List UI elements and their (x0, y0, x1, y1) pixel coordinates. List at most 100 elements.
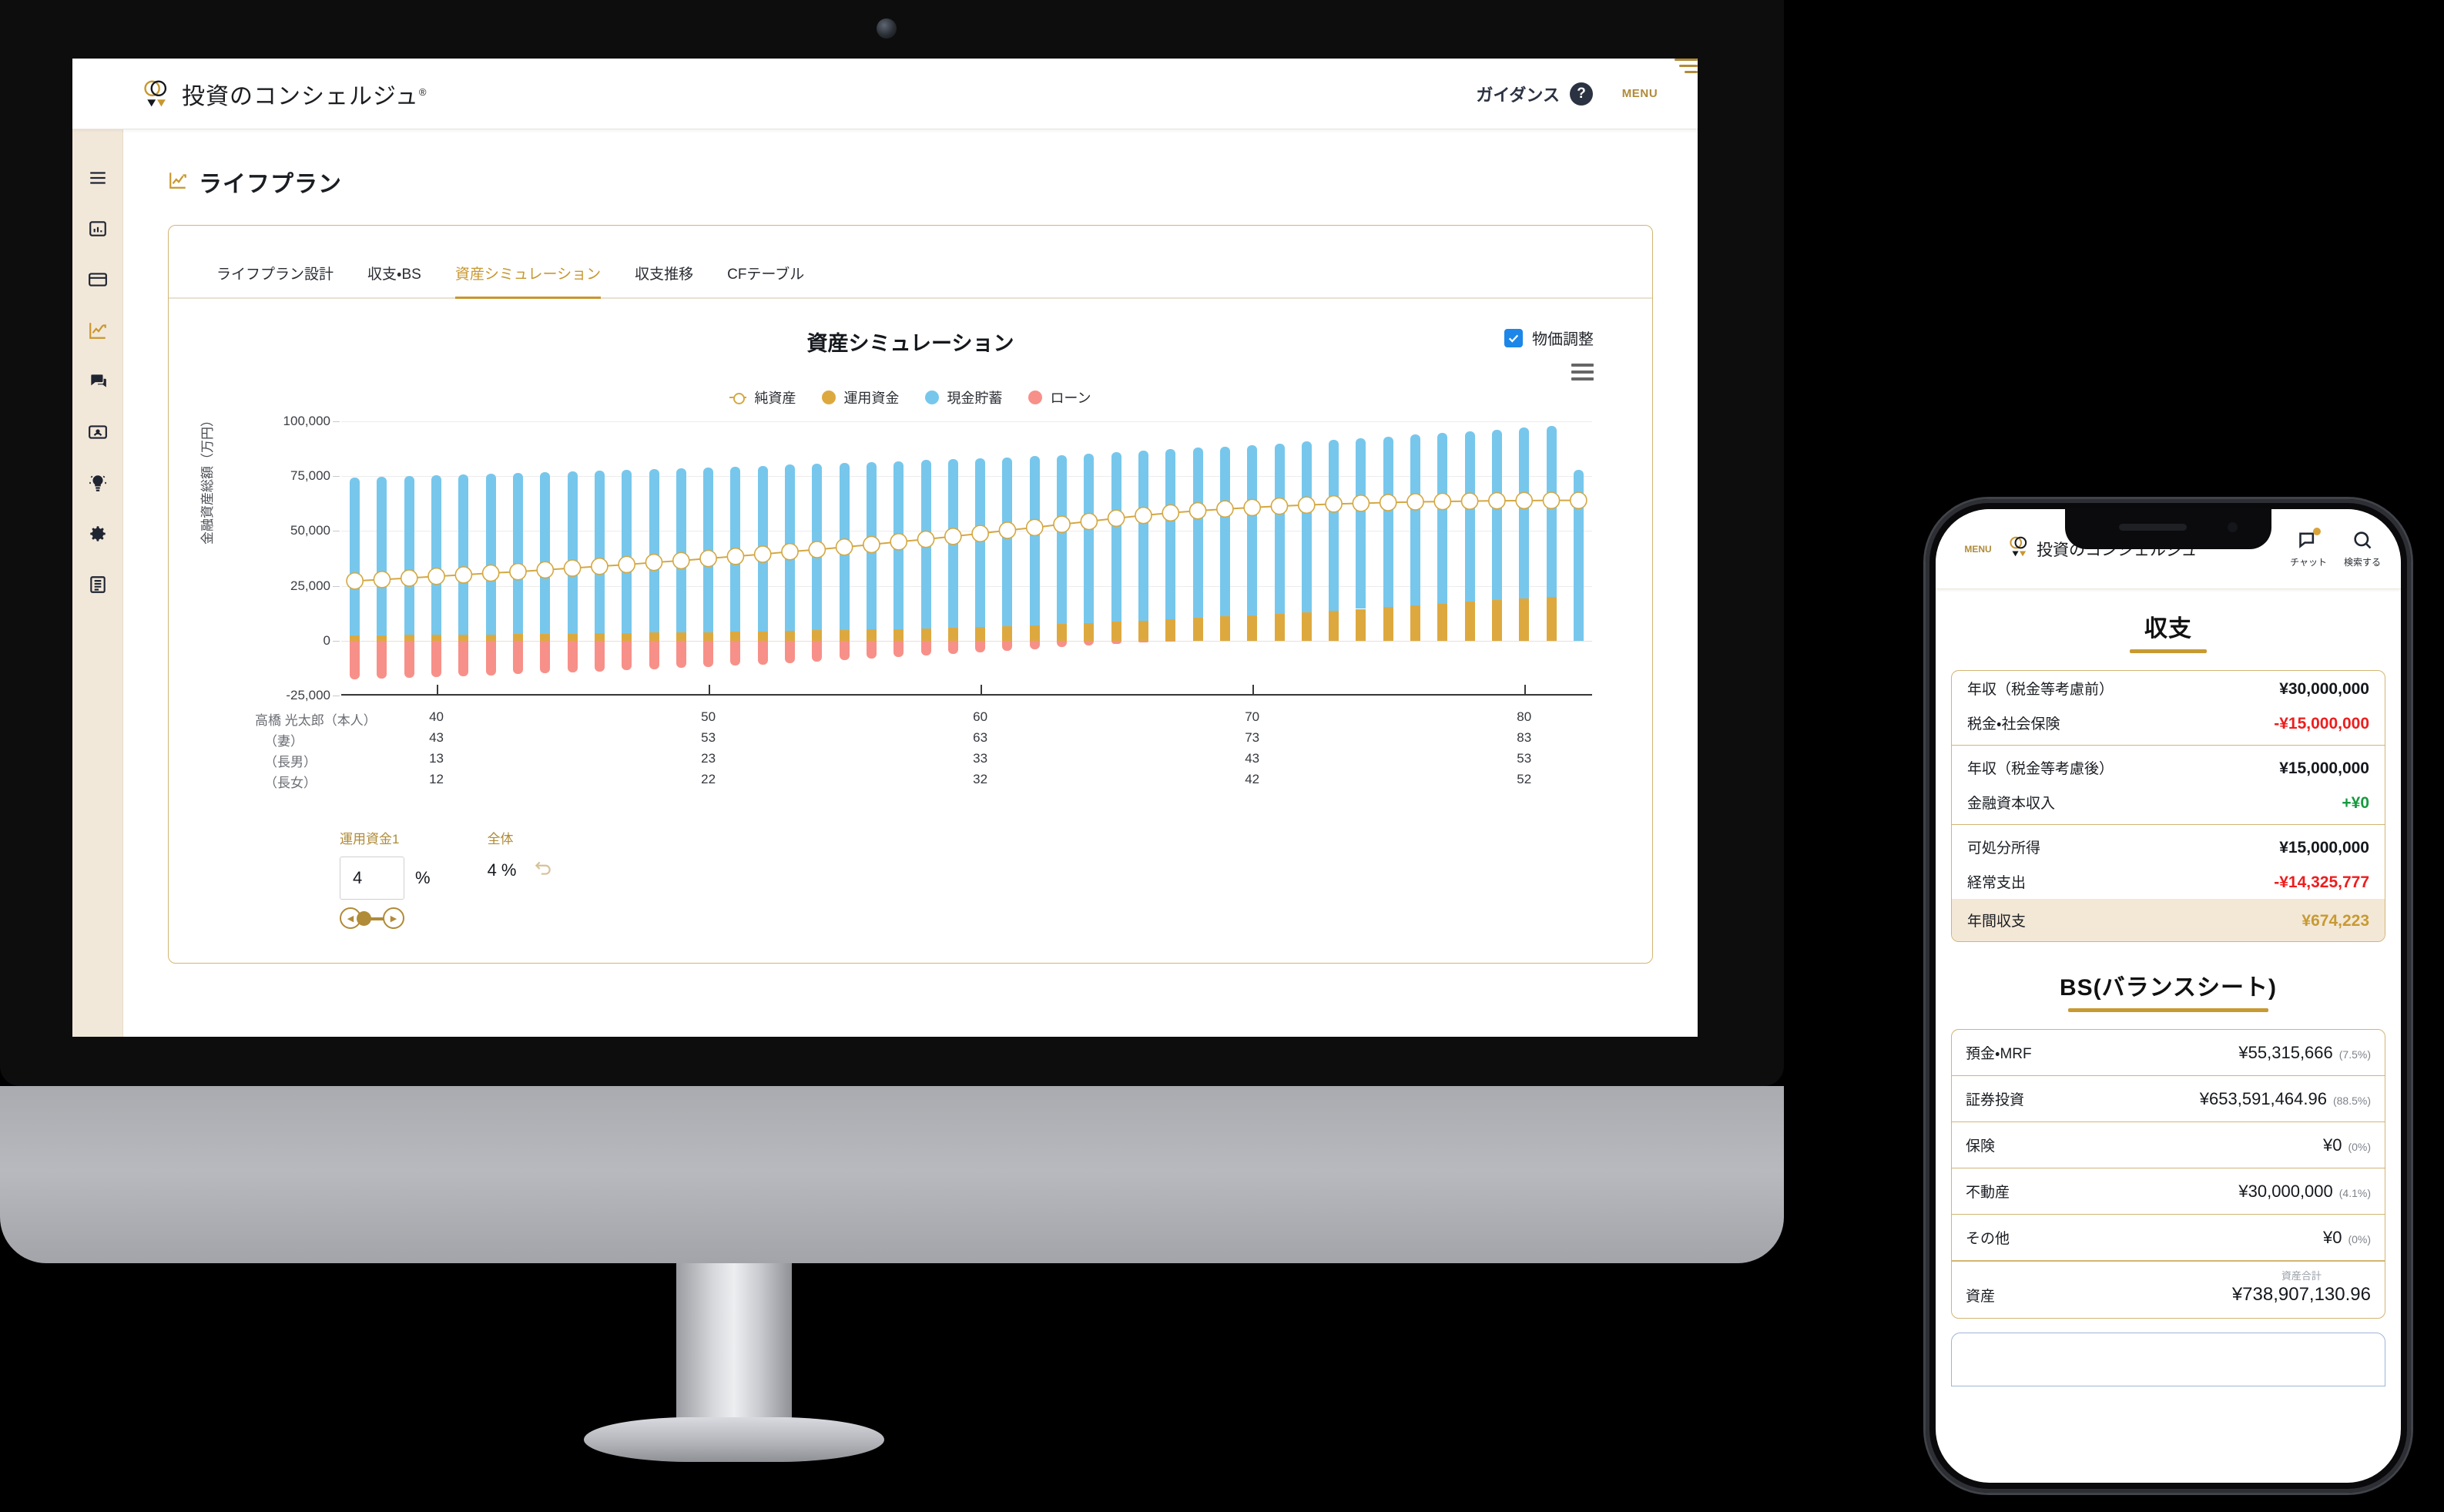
inflation-adjust-label: 物価調整 (1532, 331, 1594, 348)
table-row[interactable] (512, 421, 523, 696)
sidebar-item-settings[interactable] (85, 521, 111, 547)
bar-segment-investment (1057, 624, 1068, 641)
table-row[interactable] (812, 421, 823, 696)
chart-export-menu-icon[interactable] (1571, 364, 1594, 381)
gridline (341, 585, 1592, 587)
table-row[interactable] (1029, 421, 1040, 696)
table-row[interactable] (431, 421, 442, 696)
help-icon[interactable]: ? (1570, 82, 1593, 106)
age-value: 50 (701, 709, 716, 724)
undo-icon[interactable] (533, 858, 553, 882)
phone-search-label: 検索する (2343, 557, 2381, 568)
phone-search-button[interactable]: 検索する (2344, 529, 2381, 568)
guidance-button[interactable]: ガイダンス ? (1476, 82, 1593, 106)
table-row[interactable] (567, 421, 578, 696)
sidebar-item-documents[interactable] (85, 572, 111, 598)
sidebar-item-tips[interactable] (85, 470, 111, 496)
brand-logo[interactable]: 投資のコンシェルジュ® (142, 77, 427, 111)
sidebar-item-hamburger[interactable] (85, 165, 111, 191)
table-row[interactable] (1383, 421, 1393, 696)
table-row[interactable] (1111, 421, 1121, 696)
bs-row-value: ¥55,315,666 (2238, 1043, 2333, 1062)
legend-dot-icon (925, 391, 940, 404)
bs-row-percent: (4.1%) (2338, 1187, 2371, 1199)
slider-track[interactable] (350, 917, 394, 920)
table-row[interactable] (404, 421, 414, 696)
y-axis-tick-label: 75,000 (290, 468, 330, 484)
table-row[interactable] (947, 421, 958, 696)
table-row[interactable] (1573, 421, 1584, 696)
table-row[interactable] (540, 421, 551, 696)
sidebar-item-lifeplan[interactable] (85, 317, 111, 344)
table-row[interactable] (1519, 421, 1530, 696)
table-row[interactable] (1165, 421, 1176, 696)
table-row[interactable] (893, 421, 904, 696)
bs-row-percent: (7.5%) (2338, 1048, 2371, 1061)
table-row[interactable] (649, 421, 659, 696)
age-value: 60 (973, 709, 988, 724)
inflation-adjust-checkbox[interactable]: 物価調整 (1504, 327, 1594, 349)
table-row[interactable] (458, 421, 469, 696)
table-row[interactable] (975, 421, 986, 696)
legend-item-investment[interactable]: 運用資金 (822, 387, 899, 407)
divider (1952, 824, 2385, 825)
table-row[interactable] (785, 421, 796, 696)
legend-item-loan[interactable]: ローン (1028, 387, 1091, 407)
table-row[interactable] (1247, 421, 1258, 696)
table-row[interactable] (1491, 421, 1502, 696)
tab-lifeplan-design[interactable]: ライフプラン設計 (216, 267, 334, 283)
table-row[interactable] (1274, 421, 1285, 696)
bar-segment-loan (947, 640, 958, 655)
income-row-label: 税金・社会保険 (1967, 716, 2060, 733)
income-row: 年収（税金等考慮後） ¥15,000,000 (1952, 750, 2385, 785)
table-row[interactable] (377, 421, 387, 696)
table-row[interactable] (757, 421, 768, 696)
table-row[interactable] (1002, 421, 1013, 696)
legend-item-networth[interactable]: 純資産 (729, 387, 796, 407)
fund-rate-input[interactable]: 4 (340, 857, 404, 900)
phone-chat-button[interactable]: チャット (2290, 528, 2327, 568)
table-row[interactable] (730, 421, 741, 696)
menu-button[interactable]: MENU (1613, 59, 1698, 100)
checkbox-checked-icon[interactable] (1504, 328, 1523, 347)
table-row[interactable] (594, 421, 605, 696)
slider-knob[interactable] (357, 911, 371, 926)
legend-item-cash[interactable]: 現金貯蓄 (925, 387, 1002, 407)
tab-income-bs[interactable]: 収支・BS (367, 267, 421, 283)
sidebar-item-dashboard[interactable] (85, 216, 111, 242)
tab-income-trend[interactable]: 収支推移 (635, 267, 694, 283)
fund-rate-slider[interactable]: ◀ ▶ (340, 907, 404, 929)
table-row[interactable] (1192, 421, 1203, 696)
table-row[interactable] (350, 421, 360, 696)
table-row[interactable] (839, 421, 850, 696)
table-row[interactable] (866, 421, 877, 696)
table-row[interactable] (1084, 421, 1095, 696)
bs-section-underline (2068, 1008, 2268, 1012)
table-row[interactable] (676, 421, 686, 696)
chart-plot-area[interactable]: 100,000 75,000 50,000 25,000 0 -25,000 (283, 414, 1592, 702)
sidebar-item-assets[interactable] (85, 267, 111, 293)
table-row[interactable] (1219, 421, 1230, 696)
sidebar-item-chat[interactable] (85, 368, 111, 394)
sidebar-item-profile[interactable] (85, 419, 111, 445)
table-row[interactable] (622, 421, 632, 696)
table-row[interactable] (1356, 421, 1366, 696)
slider-increment-icon[interactable]: ▶ (383, 907, 404, 929)
table-row[interactable] (485, 421, 496, 696)
table-row[interactable] (1057, 421, 1068, 696)
bar-segment-investment (1519, 598, 1530, 641)
tab-asset-simulation[interactable]: 資産シミュレーション (454, 263, 602, 299)
table-row[interactable] (703, 421, 714, 696)
tab-cf-table[interactable]: CFテーブル (727, 267, 805, 283)
table-row[interactable] (1138, 421, 1148, 696)
table-row[interactable] (1437, 421, 1448, 696)
table-row[interactable] (1546, 421, 1557, 696)
table-row[interactable] (1410, 421, 1421, 696)
bar-segment-loan (485, 640, 496, 676)
table-row[interactable] (1301, 421, 1312, 696)
table-row[interactable] (920, 421, 931, 696)
table-row[interactable] (1329, 421, 1339, 696)
fund-rate-input-row: 4 % (340, 857, 431, 900)
table-row[interactable] (1464, 421, 1475, 696)
phone-menu-button[interactable]: MENU (1956, 509, 2401, 555)
